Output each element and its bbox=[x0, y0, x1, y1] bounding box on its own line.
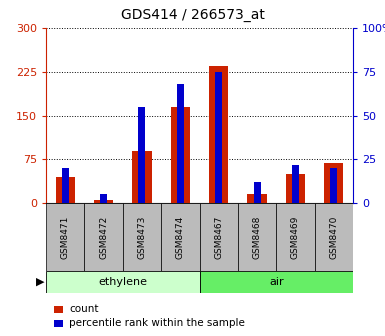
Text: GSM8470: GSM8470 bbox=[329, 215, 338, 259]
Bar bbox=[209, 66, 228, 203]
Bar bbox=[55, 177, 75, 203]
Bar bbox=[177, 84, 184, 203]
Text: GSM8471: GSM8471 bbox=[61, 215, 70, 259]
Bar bbox=[123, 203, 161, 271]
Bar bbox=[315, 203, 353, 271]
Bar bbox=[46, 271, 199, 293]
Bar bbox=[139, 107, 146, 203]
Bar bbox=[276, 203, 315, 271]
Bar bbox=[171, 107, 190, 203]
Text: ▶: ▶ bbox=[35, 277, 44, 287]
Bar bbox=[286, 174, 305, 203]
Bar bbox=[324, 163, 343, 203]
Text: ethylene: ethylene bbox=[98, 277, 147, 287]
Text: agent: agent bbox=[0, 277, 1, 287]
Bar bbox=[330, 168, 337, 203]
Bar bbox=[62, 168, 69, 203]
Bar bbox=[161, 203, 199, 271]
Text: GSM8473: GSM8473 bbox=[137, 215, 146, 259]
Bar bbox=[132, 151, 152, 203]
Bar bbox=[46, 203, 84, 271]
Bar bbox=[248, 194, 267, 203]
Text: air: air bbox=[269, 277, 284, 287]
Text: count: count bbox=[69, 304, 99, 314]
Bar bbox=[254, 182, 261, 203]
Text: GSM8469: GSM8469 bbox=[291, 215, 300, 259]
Text: percentile rank within the sample: percentile rank within the sample bbox=[69, 318, 245, 328]
Text: GSM8472: GSM8472 bbox=[99, 215, 108, 259]
Text: GSM8468: GSM8468 bbox=[253, 215, 261, 259]
Bar bbox=[199, 203, 238, 271]
Bar bbox=[215, 72, 222, 203]
Bar bbox=[94, 200, 113, 203]
Bar bbox=[199, 271, 353, 293]
Bar bbox=[100, 194, 107, 203]
Bar bbox=[292, 165, 299, 203]
Text: GDS414 / 266573_at: GDS414 / 266573_at bbox=[121, 8, 264, 23]
Text: GSM8474: GSM8474 bbox=[176, 215, 185, 259]
Text: GSM8467: GSM8467 bbox=[214, 215, 223, 259]
Bar bbox=[84, 203, 123, 271]
Bar bbox=[238, 203, 276, 271]
